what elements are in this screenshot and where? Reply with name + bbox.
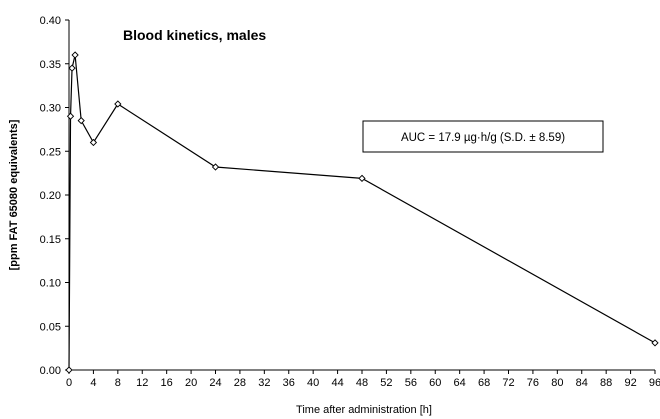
x-ticks: 0 4 8 12 16 20 24 28 32 36 40 44 48 52 56 60 64 68 72 76 80 8… (66, 370, 660, 389)
x-tick-label: 80 (551, 377, 563, 389)
data-point (71, 51, 79, 59)
x-tick-label: 8 (115, 377, 121, 389)
x-tick-label: 60 (429, 377, 441, 389)
x-tick-label: 40 (307, 377, 319, 389)
y-tick-label: 0.00 (40, 365, 61, 377)
y-tick-label: 0.15 (40, 234, 61, 246)
data-point (66, 112, 75, 120)
auc-annotation: AUC = 17.9 µg·h/g (S.D. ± 8.59) (362, 120, 604, 153)
x-tick-label: 96 (649, 377, 660, 389)
y-ticks: 0.00 0.05 0.10 0.15 0.20 0.25 0.30 0.35 0.40 (40, 15, 69, 377)
x-tick-label: 76 (527, 377, 539, 389)
data-point (358, 174, 366, 183)
data-point (211, 163, 220, 171)
y-tick-label: 0.40 (40, 15, 61, 27)
y-tick-label: 0.30 (40, 103, 61, 115)
x-tick-label: 48 (356, 377, 368, 389)
y-tick-label: 0.35 (40, 59, 61, 71)
x-tick-label: 88 (600, 377, 612, 389)
x-tick-label: 64 (454, 377, 466, 389)
data-point (65, 366, 73, 374)
data-point (68, 64, 76, 72)
data-point (114, 100, 122, 108)
x-tick-label: 16 (161, 377, 173, 389)
y-tick-label: 0.25 (40, 146, 61, 158)
x-tick-label: 52 (380, 377, 392, 389)
x-tick-label: 24 (209, 377, 221, 389)
x-tick-label: 92 (624, 377, 636, 389)
x-tick-label: 12 (136, 377, 148, 389)
x-tick-label: 44 (331, 377, 343, 389)
x-tick-label: 84 (576, 377, 588, 389)
data-point (77, 116, 85, 125)
series-layer (65, 51, 659, 374)
y-tick-label: 0.20 (40, 190, 61, 202)
auc-annotation-text: AUC = 17.9 µg·h/g (S.D. ± 8.59) (401, 132, 565, 144)
axes (68, 20, 655, 371)
data-point (89, 138, 98, 147)
y-tick-label: 0.10 (40, 278, 61, 290)
x-tick-label: 36 (283, 377, 295, 389)
x-tick-label: 4 (90, 377, 96, 389)
y-tick-label: 0.05 (40, 321, 61, 333)
x-axis-title: Time after administration [h] (296, 404, 432, 416)
x-tick-label: 68 (478, 377, 490, 389)
x-tick-label: 56 (405, 377, 417, 389)
auc-annotation-box (362, 120, 604, 153)
x-tick-label: 72 (502, 377, 514, 389)
x-tick-label: 0 (66, 377, 72, 389)
y-axis-title: [ppm FAT 65080 equivalents] (8, 119, 20, 270)
data-point (651, 339, 659, 347)
x-tick-label: 28 (234, 377, 246, 389)
chart-title: Blood kinetics, males (123, 27, 266, 43)
x-tick-label: 20 (185, 377, 197, 389)
x-tick-label: 32 (258, 377, 270, 389)
series-line (68, 54, 656, 371)
